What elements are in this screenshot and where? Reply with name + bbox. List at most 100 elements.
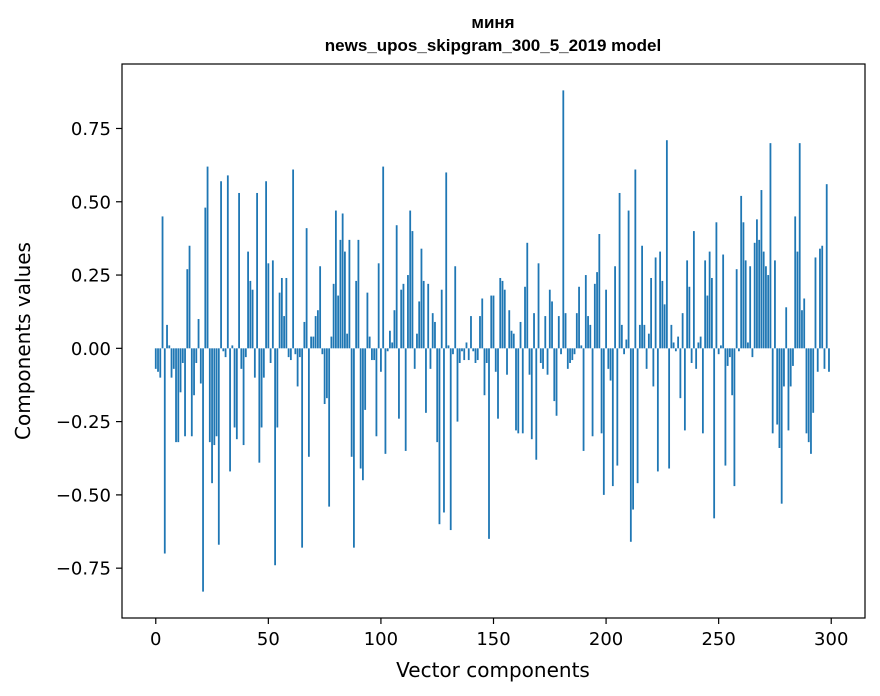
bar [780, 348, 783, 504]
bar [605, 289, 607, 349]
bar [409, 210, 412, 349]
bar [323, 348, 326, 405]
bar [305, 228, 308, 349]
bar [461, 348, 463, 352]
bar [463, 348, 466, 361]
bar [688, 286, 691, 349]
bar [717, 348, 720, 355]
bar [758, 239, 761, 349]
bar [564, 313, 567, 349]
bar [301, 348, 304, 548]
bar [503, 289, 506, 349]
bar [515, 348, 517, 431]
x-axis-label: Vector components [396, 658, 590, 682]
bar [436, 348, 439, 443]
bar [413, 348, 416, 369]
bar [488, 348, 490, 539]
bar [674, 348, 677, 352]
bar [260, 348, 263, 428]
bar [789, 348, 792, 387]
bar [787, 348, 790, 431]
bar [706, 295, 709, 349]
bar [447, 345, 450, 349]
bar [548, 289, 551, 349]
bar [521, 348, 524, 434]
bar [587, 316, 589, 349]
bar [321, 348, 324, 355]
y-tick-label: 0.75 [71, 119, 111, 140]
bar [490, 295, 493, 349]
bar [618, 192, 621, 349]
bar [229, 348, 231, 472]
bar [256, 192, 258, 349]
bar [794, 216, 797, 349]
bar [528, 348, 531, 375]
bar [382, 166, 385, 349]
bar [269, 348, 272, 363]
bar [607, 348, 610, 369]
x-tick-label: 300 [814, 629, 848, 650]
bar [810, 348, 812, 454]
bar [438, 348, 441, 525]
bar [220, 181, 222, 349]
bar [154, 348, 157, 369]
bar [526, 242, 529, 349]
bar [611, 348, 614, 487]
bar [632, 348, 634, 510]
bar [224, 348, 227, 358]
bar [341, 213, 344, 349]
bar [258, 348, 261, 463]
bar [368, 336, 371, 349]
bar [571, 348, 574, 361]
bar [569, 348, 571, 363]
bar [215, 348, 218, 437]
bar [742, 222, 745, 349]
bar [715, 222, 718, 349]
bar [731, 348, 734, 396]
bar [756, 219, 758, 349]
bar [814, 257, 817, 349]
bar [557, 316, 560, 349]
bar [602, 348, 605, 495]
bar [357, 239, 360, 349]
bar [395, 225, 398, 349]
chart-subtitle: news_upos_skipgram_300_5_2019 model [325, 36, 661, 55]
bar [663, 304, 666, 349]
bar [208, 348, 211, 443]
bar [316, 310, 319, 349]
bar [697, 342, 700, 349]
bar [267, 263, 270, 349]
bar [296, 348, 299, 387]
bar [580, 345, 583, 349]
bar [747, 342, 749, 349]
bar [638, 324, 641, 349]
bar [738, 348, 740, 352]
bar [816, 348, 819, 372]
bar [573, 348, 576, 355]
bar [265, 181, 267, 349]
bar [720, 345, 722, 349]
bar [686, 260, 689, 349]
bar [287, 348, 290, 358]
bar [159, 348, 162, 378]
bar [805, 348, 808, 434]
bar [695, 348, 698, 369]
bar [501, 280, 504, 349]
bar [206, 166, 209, 349]
bar [276, 348, 279, 428]
y-tick-label: 0.25 [71, 266, 111, 287]
bar [485, 348, 488, 363]
bar [724, 348, 727, 466]
bar [771, 348, 774, 434]
bar [753, 242, 756, 349]
bar [249, 280, 252, 349]
bar [271, 260, 274, 349]
bar [609, 348, 612, 381]
bar [517, 348, 520, 434]
bar [328, 348, 331, 507]
bar [445, 172, 448, 349]
bar [449, 348, 452, 531]
bar [778, 348, 781, 448]
bar [593, 283, 596, 349]
bar [240, 348, 243, 369]
